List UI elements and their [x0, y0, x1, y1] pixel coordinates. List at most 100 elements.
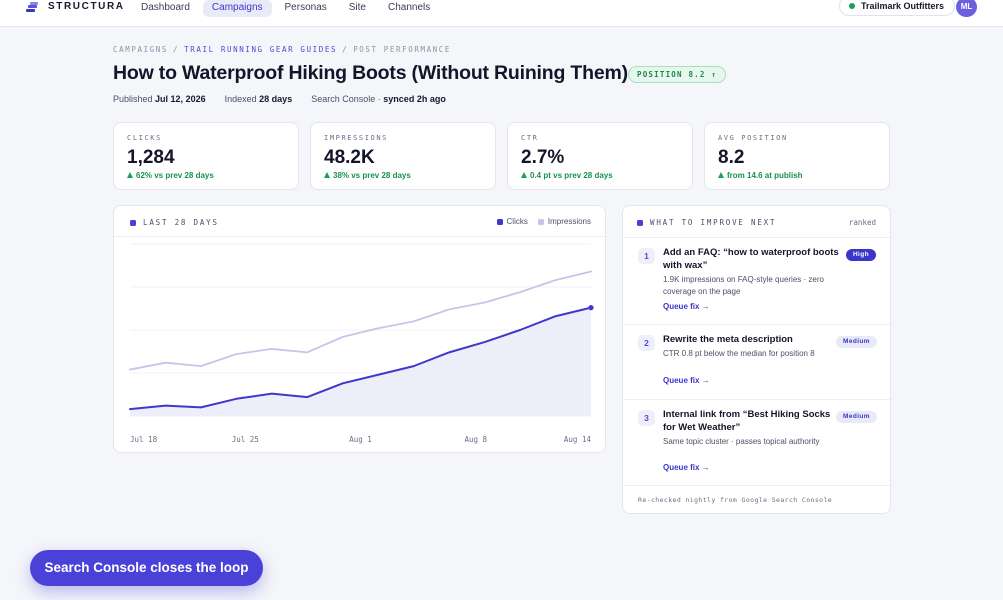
divider: [623, 237, 890, 238]
x-tick-label: Jul 25: [232, 435, 259, 444]
footnote: Re-checked nightly from Google Search Co…: [638, 496, 833, 504]
chart-heading: LAST 28 DAYS: [130, 218, 219, 227]
brand-logo[interactable]: STRUCTURA: [26, 1, 125, 12]
chart-heading-text: LAST 28 DAYS: [143, 218, 219, 227]
x-tick-label: Aug 14: [564, 435, 592, 444]
chart-divider: [114, 236, 605, 237]
nav-item-site[interactable]: Site: [348, 2, 366, 13]
stat-delta: 62% vs prev 28 days: [127, 171, 214, 180]
indexed-value: 28 days: [259, 94, 293, 104]
stat-delta-text: 62% vs prev 28 days: [136, 171, 214, 180]
heading-marker-icon: [637, 219, 643, 226]
legend-swatch-icon: [537, 218, 544, 225]
stat-label: CTR: [521, 134, 539, 142]
nav-item-dashboard[interactable]: Dashboard: [141, 2, 190, 13]
breadcrumb-root[interactable]: CAMPAIGNS: [113, 45, 169, 54]
stat-card-ctr: CTR 2.7% 0.4 pt vs prev 28 days: [507, 122, 693, 190]
breadcrumb-campaign[interactable]: TRAIL RUNNING GEAR GUIDES: [184, 45, 338, 54]
improvements-heading: WHAT TO IMPROVE NEXT: [637, 218, 776, 227]
stat-value: 48.2K: [324, 147, 375, 168]
improvement-title: Internal link from “Best Hiking Socks fo…: [663, 409, 831, 433]
x-tick-label: Aug 8: [464, 435, 487, 444]
queue-fix-link[interactable]: Queue fix →: [663, 302, 710, 311]
search-console-cta-button[interactable]: Search Console closes the loop: [30, 550, 263, 586]
performance-chart-card: Jul 18 Jul 25 Aug 1 Aug 8 Aug 14 LAST 28 DAY…: [113, 205, 606, 453]
brand-name: STRUCTURA: [48, 1, 125, 12]
stat-delta: 38% vs prev 28 days: [324, 171, 411, 180]
legend-swatch-icon: [496, 218, 503, 225]
x-tick-label: Jul 18: [130, 435, 158, 444]
nav-item-personas[interactable]: Personas: [284, 2, 327, 13]
priority-badge: Medium: [836, 411, 877, 423]
queue-fix-link[interactable]: Queue fix →: [663, 376, 710, 385]
status-dot-icon: [849, 3, 855, 9]
sync-status: synced 2h ago: [383, 94, 446, 104]
stat-card-clicks: CLICKS 1,284 62% vs prev 28 days: [113, 122, 299, 190]
ranked-label: ranked: [848, 218, 876, 227]
breadcrumb-current: POST PERFORMANCE: [353, 45, 452, 54]
published-date: Jul 12, 2026: [155, 94, 206, 104]
stat-label: AVG POSITION: [718, 134, 788, 142]
breadcrumb-separator: /: [173, 45, 180, 54]
stat-delta-text: from 14.6 at publish: [727, 171, 803, 180]
clicks-area: [130, 307, 591, 416]
divider: [623, 399, 890, 400]
post-meta: Published Jul 12, 2026 Indexed 28 days S…: [113, 94, 446, 104]
stat-value: 8.2: [718, 147, 745, 168]
rank-number: 3: [638, 410, 655, 426]
rank-number: 1: [638, 248, 655, 264]
improvement-desc: Same topic cluster · passes topical auth…: [663, 437, 820, 446]
stat-delta-text: 0.4 pt vs prev 28 days: [530, 171, 613, 180]
rank-number: 2: [638, 335, 655, 351]
improvement-desc: 1.9K impressions on FAQ-style queries · …: [663, 275, 824, 296]
stat-label: CLICKS: [127, 134, 162, 142]
stat-delta: from 14.6 at publish: [718, 171, 803, 180]
stat-value: 2.7%: [521, 147, 565, 168]
up-arrow-icon: [324, 172, 330, 178]
stat-value: 1,284: [127, 147, 175, 168]
stat-card-avg-position: AVG POSITION 8.2 from 14.6 at publish: [704, 122, 890, 190]
stat-card-impressions: IMPRESSIONS 48.2K 38% vs prev 28 days: [310, 122, 496, 190]
improvement-title: Add an FAQ: “how to waterproof boots wit…: [663, 247, 839, 271]
improvement-desc: CTR 0.8 pt below the median for position…: [663, 349, 815, 358]
improvement-item-3[interactable]: 3 Internal link from “Best Hiking Socks …: [623, 400, 892, 484]
series-line-clicks: [129, 306, 592, 411]
structura-logo-icon: [26, 1, 40, 12]
up-arrow-icon: [127, 172, 133, 178]
stat-delta-text: 38% vs prev 28 days: [333, 171, 411, 180]
nav-item-channels[interactable]: Channels: [388, 2, 431, 13]
position-badge: POSITION 8.2 ↑: [628, 66, 727, 83]
published-label: Published: [113, 94, 153, 104]
divider: [623, 485, 890, 486]
clicks-endpoint: [588, 305, 594, 311]
improvements-heading-text: WHAT TO IMPROVE NEXT: [650, 218, 777, 227]
improvements-card: WHAT TO IMPROVE NEXT ranked 1 Add an FAQ…: [622, 205, 891, 514]
account-switcher[interactable]: Trailmark Outfitters: [839, 0, 956, 16]
chart-legend: Clicks Impressions: [496, 217, 591, 226]
performance-chart[interactable]: Jul 18 Jul 25 Aug 1 Aug 8 Aug 14: [114, 206, 607, 454]
improvement-item-2[interactable]: 2 Rewrite the meta description Medium CT…: [623, 325, 892, 399]
page-title: How to Waterproof Hiking Boots (Without …: [113, 62, 628, 84]
main-nav: Dashboard Campaigns Personas Site Channe…: [132, 0, 439, 17]
divider: [623, 324, 890, 325]
top-navigation-bar: STRUCTURA Dashboard Campaigns Personas S…: [0, 0, 1003, 27]
nav-item-campaigns[interactable]: Campaigns: [202, 0, 272, 17]
queue-fix-link[interactable]: Queue fix →: [663, 463, 710, 472]
heading-marker-icon: [130, 219, 136, 226]
breadcrumb-separator: /: [342, 45, 349, 54]
up-arrow-icon: [521, 172, 527, 178]
legend-item-impressions[interactable]: Impressions: [537, 217, 591, 226]
source-label: Search Console ·: [311, 94, 381, 104]
breadcrumb: CAMPAIGNS / TRAIL RUNNING GEAR GUIDES / POST…: [113, 45, 451, 54]
legend-label: Clicks: [506, 217, 528, 226]
series-line-impressions: [129, 270, 592, 371]
up-arrow-icon: [718, 172, 724, 178]
x-tick-label: Aug 1: [349, 435, 372, 444]
priority-badge: High: [845, 249, 876, 261]
stat-delta: 0.4 pt vs prev 28 days: [521, 171, 613, 180]
stat-label: IMPRESSIONS: [324, 134, 388, 142]
user-avatar[interactable]: ML: [956, 0, 977, 17]
priority-badge: Medium: [836, 336, 877, 348]
legend-item-clicks[interactable]: Clicks: [496, 217, 528, 226]
improvement-item-1[interactable]: 1 Add an FAQ: “how to waterproof boots w…: [623, 238, 892, 324]
